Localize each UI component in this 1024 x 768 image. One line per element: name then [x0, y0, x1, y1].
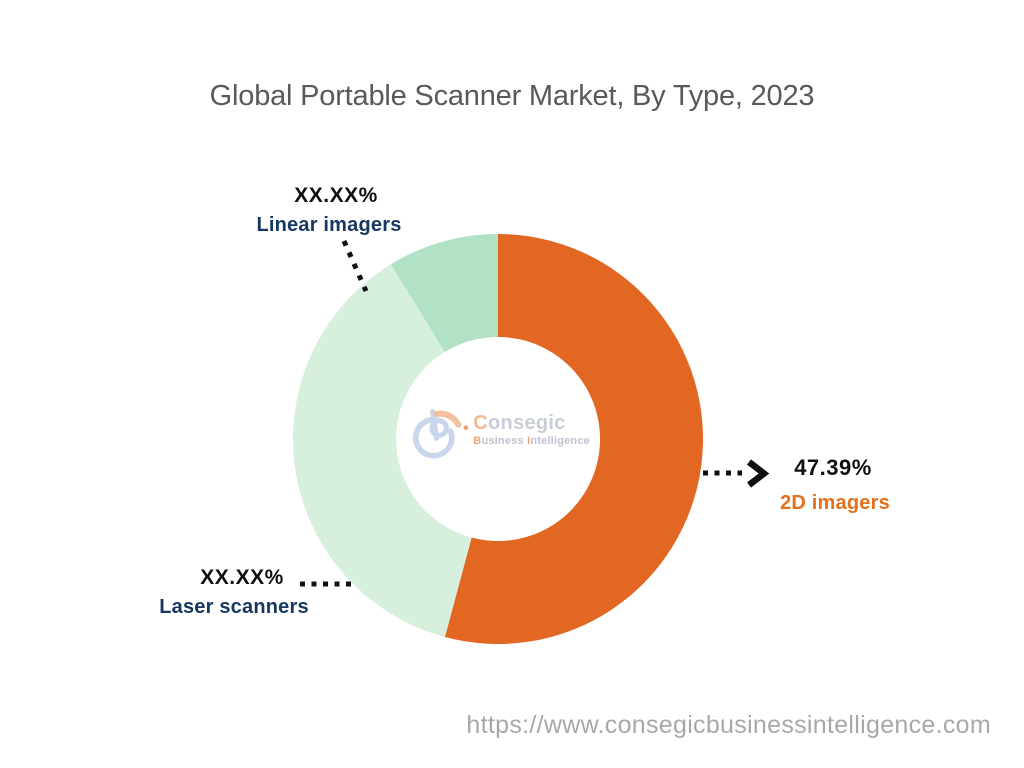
percentage-label-laser-scanners: XX.XX% — [200, 566, 284, 589]
logo-tagline: Business Intelligence — [473, 435, 590, 448]
consegic-logo: Consegic Business Intelligence — [410, 397, 590, 463]
segment-label-linear-imagers: Linear imagers — [256, 214, 402, 236]
donut-segment-laser-scanners — [293, 264, 472, 638]
logo-text: Consegic Business Intelligence — [473, 412, 590, 447]
arrow-right-icon — [747, 459, 770, 488]
percentage-label-linear-imagers: XX.XX% — [294, 184, 378, 207]
consegic-logo-icon — [412, 408, 469, 459]
logo-brand: Consegic — [473, 412, 566, 435]
segment-label-2d-imagers: 2D imagers — [780, 492, 890, 514]
linear-imagers-connector — [341, 239, 369, 293]
donut-segment-2d-imagers — [444, 234, 704, 645]
chart-title: Global Portable Scanner Market, By Type,… — [209, 80, 815, 112]
footer-url: https://www.consegicbusinessintelligence… — [466, 711, 991, 739]
percentage-label-2d-imagers: 47.39% — [794, 455, 872, 480]
donut-segment-linear-imagers — [390, 234, 498, 353]
callout-connectors — [300, 239, 770, 587]
donut-chart — [293, 234, 704, 645]
segment-label-laser-scanners: Laser scanners — [159, 596, 309, 618]
